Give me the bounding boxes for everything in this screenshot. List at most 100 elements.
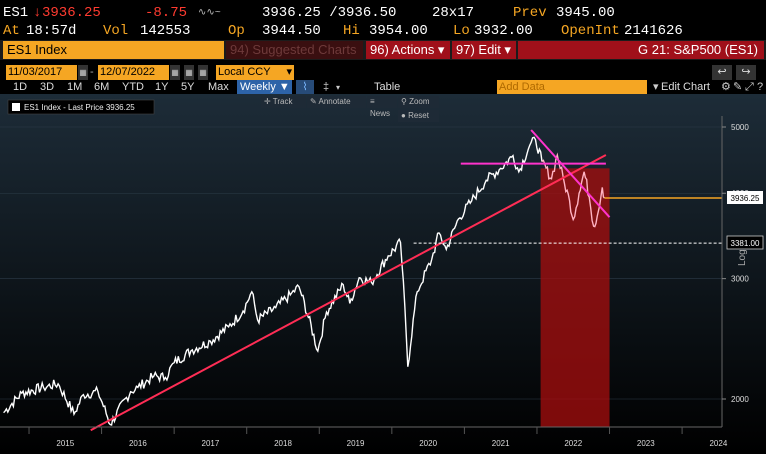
x-tick-label: 2018 <box>274 439 292 448</box>
gear-icon[interactable]: ⚙ <box>721 81 731 93</box>
prev-label: Prev <box>513 5 547 21</box>
x-tick-label: 2015 <box>56 439 74 448</box>
chevron-down-icon: ▾ <box>286 66 292 78</box>
back-icon[interactable]: ↩ <box>712 65 732 80</box>
trendline-resistance[interactable] <box>530 129 611 218</box>
quote-row-1: ES1 ↓ 3936.25 -8.75 ∿∿~ 3936.25 /3936.50… <box>0 5 766 22</box>
period-1y[interactable]: 1Y <box>155 81 169 93</box>
calendar-icon[interactable]: ▦ <box>184 65 194 80</box>
chevron-down-icon[interactable]: ▾ <box>336 83 341 92</box>
y-tick-label: 3000 <box>731 275 749 284</box>
x-axis-labels: 2015 2016 2017 2018 2019 2020 2021 2022 2023 2024 <box>28 427 728 448</box>
crosshair-icon: ✛ <box>264 97 271 106</box>
open-label: Op <box>228 23 245 39</box>
period-toolbar: 1D 3D 1M 6M YTD 1Y 5Y Max Weekly ▼ ⌇ ‡ ▾ Table … <box>0 79 766 95</box>
x-tick-label: 2020 <box>419 439 437 448</box>
currency-select[interactable]: Local CCY ▾ <box>216 65 294 80</box>
range-dash: - <box>90 66 94 78</box>
svg-text:3936.25: 3936.25 <box>731 194 760 203</box>
annotate-button[interactable]: ✎ Annotate <box>307 96 366 108</box>
x-tick-label: 2024 <box>709 439 727 448</box>
candlestick-icon[interactable]: ‡ <box>322 81 330 93</box>
period-1d[interactable]: 1D <box>13 81 28 93</box>
chevron-down-icon[interactable]: ▾ <box>653 81 659 93</box>
low-price: 3932.00 <box>474 23 533 39</box>
currency-value: Local CCY <box>218 66 271 78</box>
pencil-icon: ✎ <box>310 97 317 106</box>
prev-close: 3945.00 <box>556 5 615 21</box>
svg-text:3381.00: 3381.00 <box>731 239 760 248</box>
price-line-highlighted <box>541 152 605 228</box>
forward-icon[interactable]: ↪ <box>736 65 756 80</box>
calendar-icon[interactable]: ▦ <box>78 65 88 80</box>
open-interest: 2141626 <box>624 23 683 39</box>
last-price-tag: 3936.25 <box>727 191 763 204</box>
high-price: 3954.00 <box>369 23 428 39</box>
at-label: At <box>3 23 20 39</box>
news-button[interactable]: ≡ News <box>367 96 397 118</box>
zoom-button[interactable]: ⚲ Zoom <box>398 96 439 108</box>
price-line <box>3 136 543 426</box>
pencil-icon[interactable]: ✎ <box>733 81 743 93</box>
high-label: Hi <box>343 23 360 39</box>
magnifier-icon: ⚲ <box>401 97 407 106</box>
period-5y[interactable]: 5Y <box>181 81 195 93</box>
x-tick-label: 2022 <box>564 439 582 448</box>
y-tick-label: 5000 <box>731 123 749 132</box>
sparkline-icon: ∿∿~ <box>198 8 221 19</box>
bid-ask-size: 28x17 <box>432 5 475 21</box>
fullscreen-icon[interactable]: ⤢ <box>745 81 754 93</box>
price-chart[interactable]: 2000300040005000 20152016201720182019202… <box>0 94 766 454</box>
range-row: 11/03/2017 ▦ - 12/07/2022 ▦ ▦ ▦ Local CC… <box>0 65 766 81</box>
volume: 142553 <box>140 23 191 39</box>
period-1m[interactable]: 1M <box>67 81 83 93</box>
x-tick-label: 2019 <box>347 439 365 448</box>
vol-label: Vol <box>103 23 129 39</box>
reset-button[interactable]: ● Reset <box>398 110 439 122</box>
calendar-icon[interactable]: ▦ <box>170 65 180 80</box>
last-price: 3936.25 <box>42 5 101 21</box>
line-chart-icon[interactable]: ⌇ <box>296 80 314 95</box>
start-date-input[interactable]: 11/03/2017 <box>6 65 77 80</box>
level-tag: 3381.00 <box>726 235 764 250</box>
period-max[interactable]: Max <box>208 81 229 93</box>
open-price: 3944.50 <box>262 23 321 39</box>
trendline-support[interactable] <box>90 154 607 432</box>
edit-chart-button[interactable]: Edit Chart <box>661 81 710 93</box>
quote-row-2: At 18:57d Vol 142553 Op 3944.50 Hi 3954.… <box>0 23 766 40</box>
table-button[interactable]: Table <box>374 81 401 93</box>
net-change: -8.75 <box>145 5 188 21</box>
x-tick-label: 2017 <box>202 439 220 448</box>
bid-ask: 3936.25 /3936.50 <box>262 5 397 21</box>
track-button[interactable]: ✛ Track <box>261 96 306 108</box>
down-arrow-icon: ↓ <box>33 5 42 21</box>
edit-menu[interactable]: 97) Edit ▾ <box>452 41 516 59</box>
add-data-input[interactable]: Add Data <box>497 80 647 95</box>
news-icon: ≡ <box>370 97 375 106</box>
calendar-icon[interactable]: ▦ <box>198 65 208 80</box>
period-3d[interactable]: 3D <box>40 81 55 93</box>
x-tick-label: 2021 <box>492 439 510 448</box>
security-field[interactable]: ES1 Index <box>3 41 224 59</box>
ticker: ES1 <box>3 5 29 21</box>
command-bar: ES1 Index 94) Suggested Charts 96) Actio… <box>0 40 766 60</box>
frequency-select[interactable]: Weekly ▼ <box>237 80 292 95</box>
y-tick-label: 2000 <box>731 395 749 404</box>
low-label: Lo <box>453 23 470 39</box>
chart-id: G 21: S&P500 (ES1) <box>518 41 764 59</box>
log-scale-label: Log <box>737 249 748 266</box>
legend: ES1 Index - Last Price 3936.25 <box>7 99 155 115</box>
x-tick-label: 2016 <box>129 439 147 448</box>
legend-checkbox[interactable] <box>12 103 20 111</box>
suggested-charts-button[interactable]: 94) Suggested Charts <box>226 41 363 59</box>
reset-icon: ● <box>401 111 406 120</box>
open-interest-label: OpenInt <box>561 23 620 39</box>
x-tick-label: 2023 <box>637 439 655 448</box>
period-ytd[interactable]: YTD <box>122 81 144 93</box>
help-icon[interactable]: ? <box>757 81 764 93</box>
period-6m[interactable]: 6M <box>94 81 110 93</box>
legend-label: ES1 Index - Last Price 3936.25 <box>24 103 135 112</box>
actions-menu[interactable]: 96) Actions ▾ <box>366 41 450 59</box>
quote-time: 18:57d <box>26 23 77 39</box>
end-date-input[interactable]: 12/07/2022 <box>98 65 169 80</box>
